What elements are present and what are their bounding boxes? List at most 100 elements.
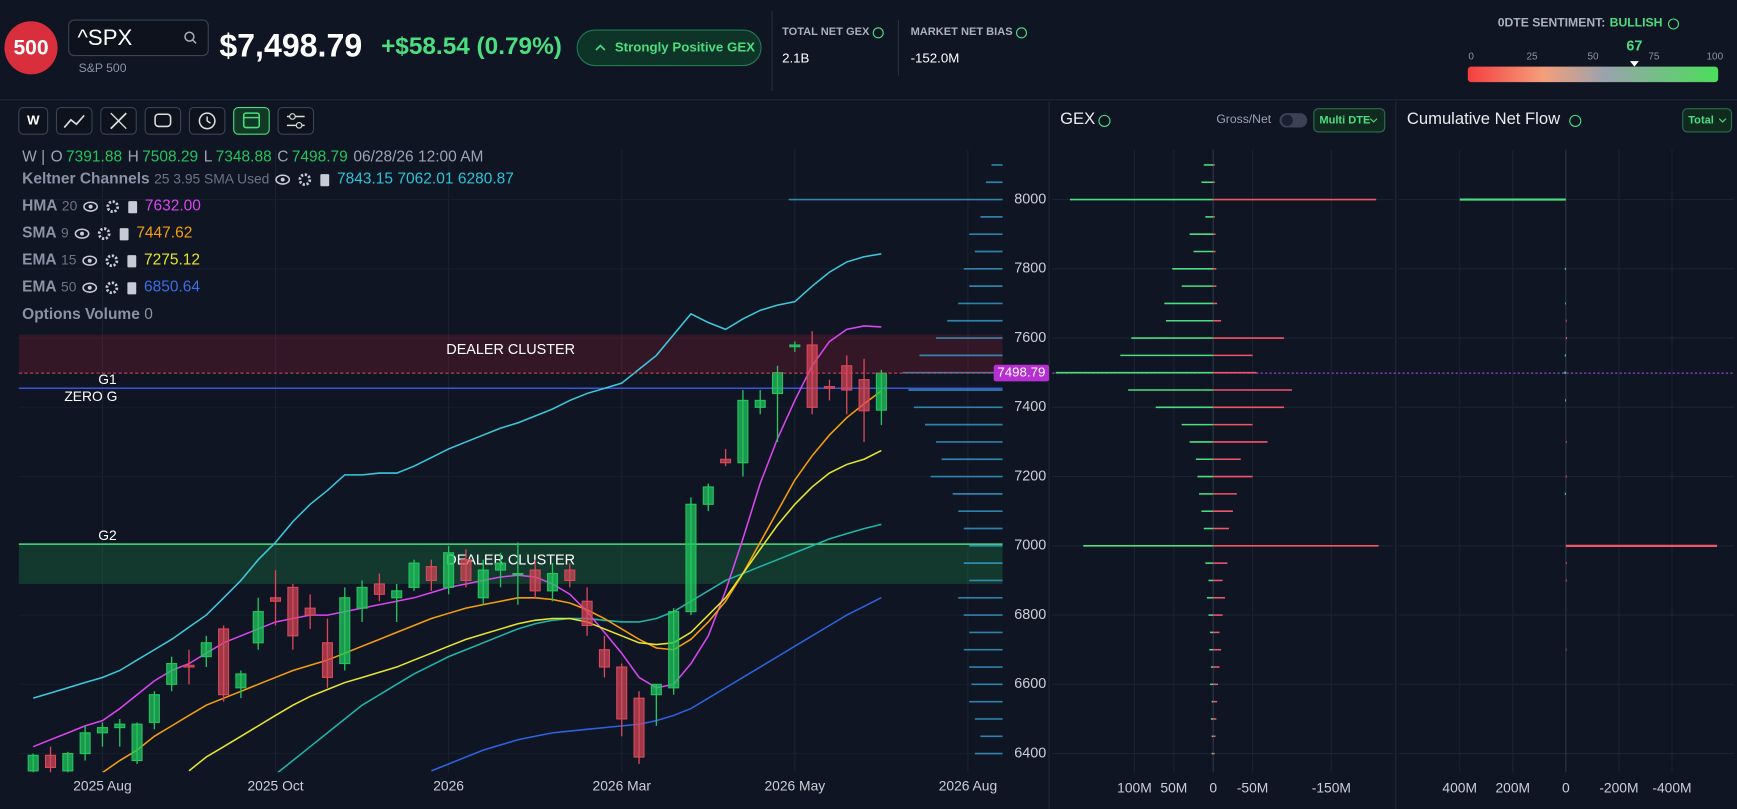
indicator-value: 7447.62 [136, 225, 192, 242]
candle-body [668, 611, 680, 689]
eye-icon[interactable] [74, 228, 90, 239]
candle-body [564, 569, 576, 582]
flow-title: Cumulative Net Flow [1407, 109, 1561, 128]
gear-icon[interactable] [106, 200, 120, 214]
indicator-name-text: SMA [22, 225, 56, 242]
dte-dropdown[interactable] [1313, 108, 1386, 133]
trash-icon[interactable] [127, 282, 137, 295]
candle-body [200, 642, 212, 658]
ohlc-legend: W | O 7391.88 H 7508.29 L 7348.88 C 7498.79 06/28… [22, 149, 483, 166]
indicator-name-text: HMA [22, 198, 57, 215]
info-icon[interactable] [872, 27, 884, 39]
logo [4, 21, 58, 75]
search-icon[interactable] [184, 31, 195, 42]
indicator-values: 7447.62 [136, 225, 192, 242]
indicator-name: Keltner Channels 25 3.95 SMA Used [22, 170, 269, 187]
trash-icon[interactable] [119, 228, 129, 241]
indicator-line [33, 253, 882, 699]
ohlc-key: C [277, 149, 288, 166]
y-tick-label: 7400 [1014, 399, 1046, 415]
eye-icon[interactable] [82, 282, 98, 293]
icon [154, 113, 172, 128]
candle-body [546, 572, 559, 592]
badge-chevron [595, 44, 606, 51]
eye-icon[interactable] [275, 174, 291, 185]
settings-button[interactable] [277, 107, 315, 135]
price-change: +$58.54 (0.79%) [381, 33, 562, 60]
options-volume: Options Volume 0 [22, 306, 153, 323]
x-tick-label: 2025 Oct [247, 777, 303, 793]
candle-body [235, 673, 247, 689]
last-price-label: 7498.79 [997, 365, 1045, 380]
price: $7,498.79 [219, 27, 362, 63]
flow-dropdown[interactable] [1682, 108, 1733, 133]
gex-x-tick-label: -150M [1312, 780, 1351, 796]
candle-body [616, 666, 628, 720]
indicator-values: 7843.15 7062.01 6280.87 [337, 171, 514, 188]
candle-body [858, 379, 870, 412]
last-price-tag [993, 364, 1050, 382]
flow-x-tick-label: -200M [1599, 780, 1638, 796]
ohlc-date: 06/28/26 12:00 AM [353, 149, 483, 166]
ohlc-key: L [204, 149, 213, 166]
indicator-value: 7843.15 [337, 171, 393, 188]
info-icon[interactable] [1015, 27, 1028, 39]
info-icon[interactable] [1569, 114, 1582, 128]
toggle-knob [1281, 114, 1293, 126]
trash-icon[interactable] [128, 201, 138, 214]
chevron [1369, 118, 1378, 123]
candle-body [823, 385, 835, 389]
indicator-line [188, 449, 882, 772]
y-tick-label: 7600 [1014, 330, 1046, 346]
candle-body [477, 569, 489, 599]
candle-body [44, 754, 57, 768]
ai-button[interactable] [144, 107, 182, 135]
ohlc-value: 7498.79 [292, 149, 348, 166]
indicator-value: 7062.01 [397, 171, 453, 188]
trash-icon[interactable] [320, 174, 330, 187]
indicator-name: EMA 15 [22, 251, 77, 268]
info-icon[interactable] [1667, 18, 1680, 30]
candle-body [287, 586, 299, 637]
gear-icon[interactable] [97, 227, 111, 241]
stat-value: 2.1B [782, 50, 809, 65]
toolbar: W [18, 107, 315, 135]
gear-icon[interactable] [105, 281, 119, 295]
level-label: ZERO G [64, 388, 117, 404]
sentiment-status: BULLISH [1610, 16, 1663, 30]
icon [295, 122, 303, 129]
y-tick-label: 8000 [1014, 191, 1046, 207]
calendar-button[interactable] [233, 107, 270, 135]
gear-icon[interactable] [105, 254, 119, 268]
gex-x-tick-label: 0 [1209, 780, 1217, 796]
indicator-name: HMA 20 [22, 197, 77, 214]
eye-pupil [88, 204, 93, 209]
timeframe-button[interactable] [18, 107, 49, 135]
indicator-name-text: EMA [22, 252, 56, 269]
trash-icon[interactable] [127, 255, 137, 268]
ticker-input[interactable] [68, 19, 209, 57]
options-volume-name: Options Volume [22, 306, 140, 323]
indicators-button[interactable] [55, 107, 93, 135]
indicator-params: 50 [61, 278, 77, 294]
candle-body [62, 753, 74, 772]
y-tick-label: 7000 [1014, 538, 1046, 554]
eye-icon[interactable] [83, 201, 99, 212]
gex-x-tick-label: -50M [1237, 780, 1269, 796]
candle-body [304, 607, 316, 616]
zone-label: DEALER CLUSTER [446, 342, 575, 358]
candle-body [529, 569, 541, 592]
candle-body [512, 572, 524, 576]
candle-body [131, 723, 143, 762]
candle-body [79, 732, 91, 755]
info-icon[interactable] [1098, 114, 1111, 128]
eye-icon[interactable] [82, 255, 98, 266]
candle-body [183, 664, 195, 668]
indicator-name: SMA 9 [22, 224, 69, 241]
level-label: G2 [98, 527, 116, 543]
ohlc-value: 7348.88 [216, 149, 272, 166]
gear-icon[interactable] [298, 173, 312, 186]
indicator-name-text: EMA [22, 279, 56, 296]
y-tick-label: 6800 [1014, 607, 1046, 623]
eye-pupil [87, 285, 92, 290]
